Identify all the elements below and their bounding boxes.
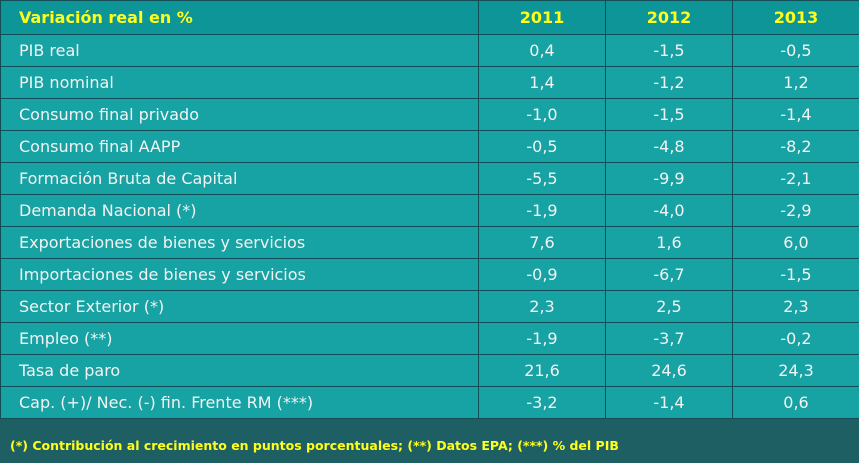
year-header: 2011: [478, 0, 606, 35]
table-row: Importaciones de bienes y servicios -0,9-…: [0, 258, 859, 291]
value-cell: 0,6: [732, 386, 859, 419]
value-cell: 21,6: [478, 354, 606, 387]
value-cell: 2,5: [605, 290, 733, 323]
value-cell: 6,0: [732, 226, 859, 259]
value-cell: -8,2: [732, 130, 859, 163]
value-cell: 1,6: [605, 226, 733, 259]
value-cell: -1,5: [605, 98, 733, 131]
label-header: Variación real en %: [0, 0, 479, 35]
table-row: PIB nominal 1,4 -1,2 1,2: [0, 66, 859, 99]
table-row: Exportaciones de bienes y servicios 7,6 1,…: [0, 226, 859, 259]
table-row: Consumo final privado -1,0 -1,5 -1,4: [0, 98, 859, 131]
value-cell: 0,4: [478, 34, 606, 67]
value-cell: -0,2: [732, 322, 859, 355]
value-cell: -1,9: [478, 194, 606, 227]
row-label: PIB nominal: [0, 66, 479, 99]
row-label: Sector Exterior (*): [0, 290, 479, 323]
table-row: Sector Exterior (*) 2,3 2,5 2,3: [0, 290, 859, 323]
table-row: PIB real 0,4 -1,5 -0,5: [0, 34, 859, 67]
value-cell: 24,3: [732, 354, 859, 387]
row-label: Formación Bruta de Capital: [0, 162, 479, 195]
value-cell: -9,9: [605, 162, 733, 195]
value-cell: -1,2: [605, 66, 733, 99]
row-label: Cap. (+)/ Nec. (-) fin. Frente RM (***): [0, 386, 479, 419]
value-cell: 1,4: [478, 66, 606, 99]
value-cell: -1,4: [605, 386, 733, 419]
value-cell: -2,1: [732, 162, 859, 195]
value-cell: 1,2: [732, 66, 859, 99]
value-cell: -2,9: [732, 194, 859, 227]
row-label: Importaciones de bienes y servicios: [0, 258, 479, 291]
value-cell: -5,5: [478, 162, 606, 195]
data-table: Variación real en % 2011 2012 2013 PIB real…: [0, 0, 859, 419]
row-label: Consumo final privado: [0, 98, 479, 131]
header-row: Variación real en % 2011 2012 2013: [0, 0, 859, 35]
year-header: 2013: [732, 0, 859, 35]
value-cell: -1,4: [732, 98, 859, 131]
value-cell: -0,5: [732, 34, 859, 67]
value-cell: -4,8: [605, 130, 733, 163]
row-label: Demanda Nacional (*): [0, 194, 479, 227]
row-label: Tasa de paro: [0, 354, 479, 387]
year-header: 2012: [605, 0, 733, 35]
value-cell: -1,0: [478, 98, 606, 131]
value-cell: -0,9: [478, 258, 606, 291]
table-row: Tasa de paro 21,6 24,6 24,3: [0, 354, 859, 387]
value-cell: 24,6: [605, 354, 733, 387]
table-row: Cap. (+)/ Nec. (-) fin. Frente RM (***) -…: [0, 386, 859, 419]
value-cell: 7,6: [478, 226, 606, 259]
value-cell: 2,3: [478, 290, 606, 323]
row-label: Consumo final AAPP: [0, 130, 479, 163]
footnote: (*) Contribución al crecimiento en punto…: [0, 428, 859, 463]
value-cell: -1,5: [605, 34, 733, 67]
value-cell: -4,0: [605, 194, 733, 227]
row-label: PIB real: [0, 34, 479, 67]
value-cell: 2,3: [732, 290, 859, 323]
value-cell: -6,7: [605, 258, 733, 291]
row-label: Exportaciones de bienes y servicios: [0, 226, 479, 259]
table-row: Formación Bruta de Capital -5,5 -9,9 -2,1: [0, 162, 859, 195]
value-cell: -1,9: [478, 322, 606, 355]
value-cell: -3,2: [478, 386, 606, 419]
value-cell: -0,5: [478, 130, 606, 163]
table-row: Consumo final AAPP -0,5 -4,8 -8,2: [0, 130, 859, 163]
row-label: Empleo (**): [0, 322, 479, 355]
value-cell: -1,5: [732, 258, 859, 291]
value-cell: -3,7: [605, 322, 733, 355]
table-row: Demanda Nacional (*) -1,9 -4,0 -2,9: [0, 194, 859, 227]
table-row: Empleo (**) -1,9 -3,7 -0,2: [0, 322, 859, 355]
